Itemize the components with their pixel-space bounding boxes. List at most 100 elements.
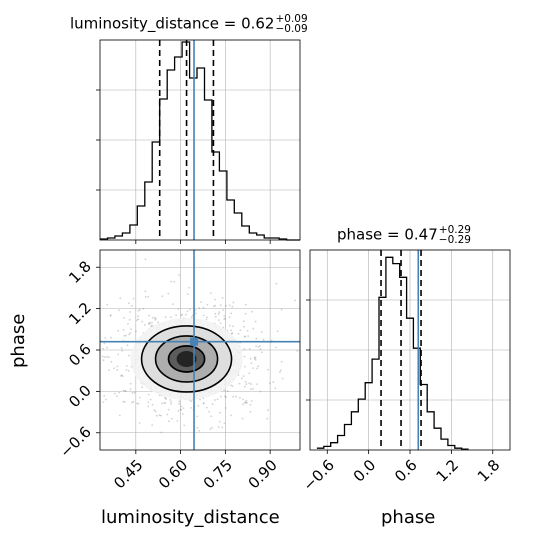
- sample-point: [183, 424, 186, 427]
- sample-point: [155, 414, 158, 417]
- sample-point: [230, 312, 233, 315]
- sample-point: [105, 398, 107, 401]
- sample-point: [240, 377, 243, 380]
- contour-1: [154, 335, 219, 383]
- sample-point: [104, 337, 107, 339]
- sample-point: [223, 422, 226, 425]
- sample-point: [165, 398, 167, 400]
- sample-point: [237, 332, 240, 335]
- sample-point: [279, 369, 282, 372]
- sample-point: [172, 303, 174, 306]
- sample-point: [129, 332, 132, 334]
- sample-point: [231, 385, 234, 387]
- sample-point: [244, 303, 247, 306]
- sample-point: [132, 297, 135, 300]
- sample-point: [154, 410, 157, 413]
- sample-point: [102, 401, 105, 403]
- sample-point: [224, 317, 227, 320]
- sample-point: [167, 408, 170, 411]
- sample-point: [214, 312, 217, 315]
- sample-point: [194, 312, 197, 315]
- sample-point: [121, 374, 123, 377]
- sample-point: [116, 395, 118, 398]
- sample-point: [109, 314, 112, 316]
- sample-point: [259, 348, 262, 351]
- sample-point: [217, 313, 220, 315]
- sample-point: [109, 314, 112, 317]
- sample-point: [176, 420, 179, 422]
- sample-point: [164, 397, 167, 400]
- sample-point: [239, 329, 242, 332]
- sample-point: [147, 296, 150, 298]
- sample-point: [103, 394, 106, 397]
- sample-point: [179, 408, 182, 411]
- sample-point: [170, 280, 173, 283]
- sample-point: [198, 307, 201, 309]
- phase-title: phase = 0.47 +0.29 −0.29: [337, 224, 471, 246]
- sample-point: [118, 414, 121, 417]
- sample-point: [122, 389, 125, 392]
- sample-point: [102, 359, 105, 362]
- sample-point: [137, 402, 140, 405]
- sample-point: [279, 371, 281, 374]
- sample-point: [250, 362, 253, 365]
- sample-point: [223, 395, 226, 398]
- sample-point: [170, 417, 173, 420]
- sample-point: [225, 304, 227, 307]
- sample-point: [148, 323, 150, 325]
- sample-point: [225, 396, 227, 399]
- sample-point: [214, 315, 217, 318]
- sample-point: [196, 426, 199, 429]
- sample-point: [178, 402, 181, 405]
- sample-point: [196, 415, 199, 418]
- sample-point: [200, 301, 202, 303]
- sample-point: [141, 386, 144, 388]
- sample-point: [110, 336, 112, 339]
- sample-point: [190, 407, 192, 409]
- sample-point: [214, 298, 216, 301]
- sample-point: [243, 348, 246, 350]
- luminosity-distance-title-text: luminosity_distance: [70, 14, 219, 33]
- sample-point: [137, 318, 140, 321]
- sample-point: [205, 406, 208, 409]
- sample-point: [258, 345, 261, 347]
- sample-point: [239, 396, 241, 399]
- luminosity-distance-plus-error: +0.09: [275, 13, 308, 25]
- sample-point: [160, 414, 162, 417]
- sample-point: [250, 388, 252, 391]
- sample-point: [180, 408, 183, 411]
- sample-point: [276, 330, 279, 333]
- sample-point: [148, 314, 151, 317]
- sample-point: [214, 304, 217, 307]
- sample-point: [136, 319, 138, 322]
- sample-point: [133, 391, 136, 394]
- sample-point: [219, 421, 221, 423]
- phase-minus-error: −0.29: [438, 234, 471, 246]
- sample-point: [177, 308, 180, 310]
- sample-point: [254, 356, 257, 359]
- sample-point: [219, 322, 222, 325]
- sample-point: [132, 400, 135, 403]
- sample-point: [144, 290, 147, 293]
- sample-point: [206, 316, 208, 319]
- sample-point: [238, 382, 241, 385]
- x-tick-label-phase-4: 1.8: [474, 456, 504, 486]
- y-tick-label-phase-4: −0.6: [56, 423, 94, 461]
- x-tick-label-ld-0: 0.45: [110, 456, 146, 492]
- panel1-histogram: [100, 41, 300, 241]
- sample-point: [120, 347, 123, 350]
- sample-point: [108, 369, 110, 372]
- sample-point: [208, 410, 211, 413]
- sample-point: [267, 368, 269, 371]
- x-tick-label-ld-1: 0.60: [155, 456, 191, 492]
- sample-point: [256, 383, 258, 385]
- sample-point: [148, 322, 150, 325]
- sample-point: [214, 399, 216, 401]
- sample-point: [202, 314, 205, 317]
- sample-point: [230, 414, 232, 417]
- sample-point: [106, 355, 109, 358]
- sample-point: [252, 388, 254, 390]
- sample-point: [249, 403, 252, 406]
- sample-point: [178, 400, 181, 403]
- sample-point: [170, 400, 173, 403]
